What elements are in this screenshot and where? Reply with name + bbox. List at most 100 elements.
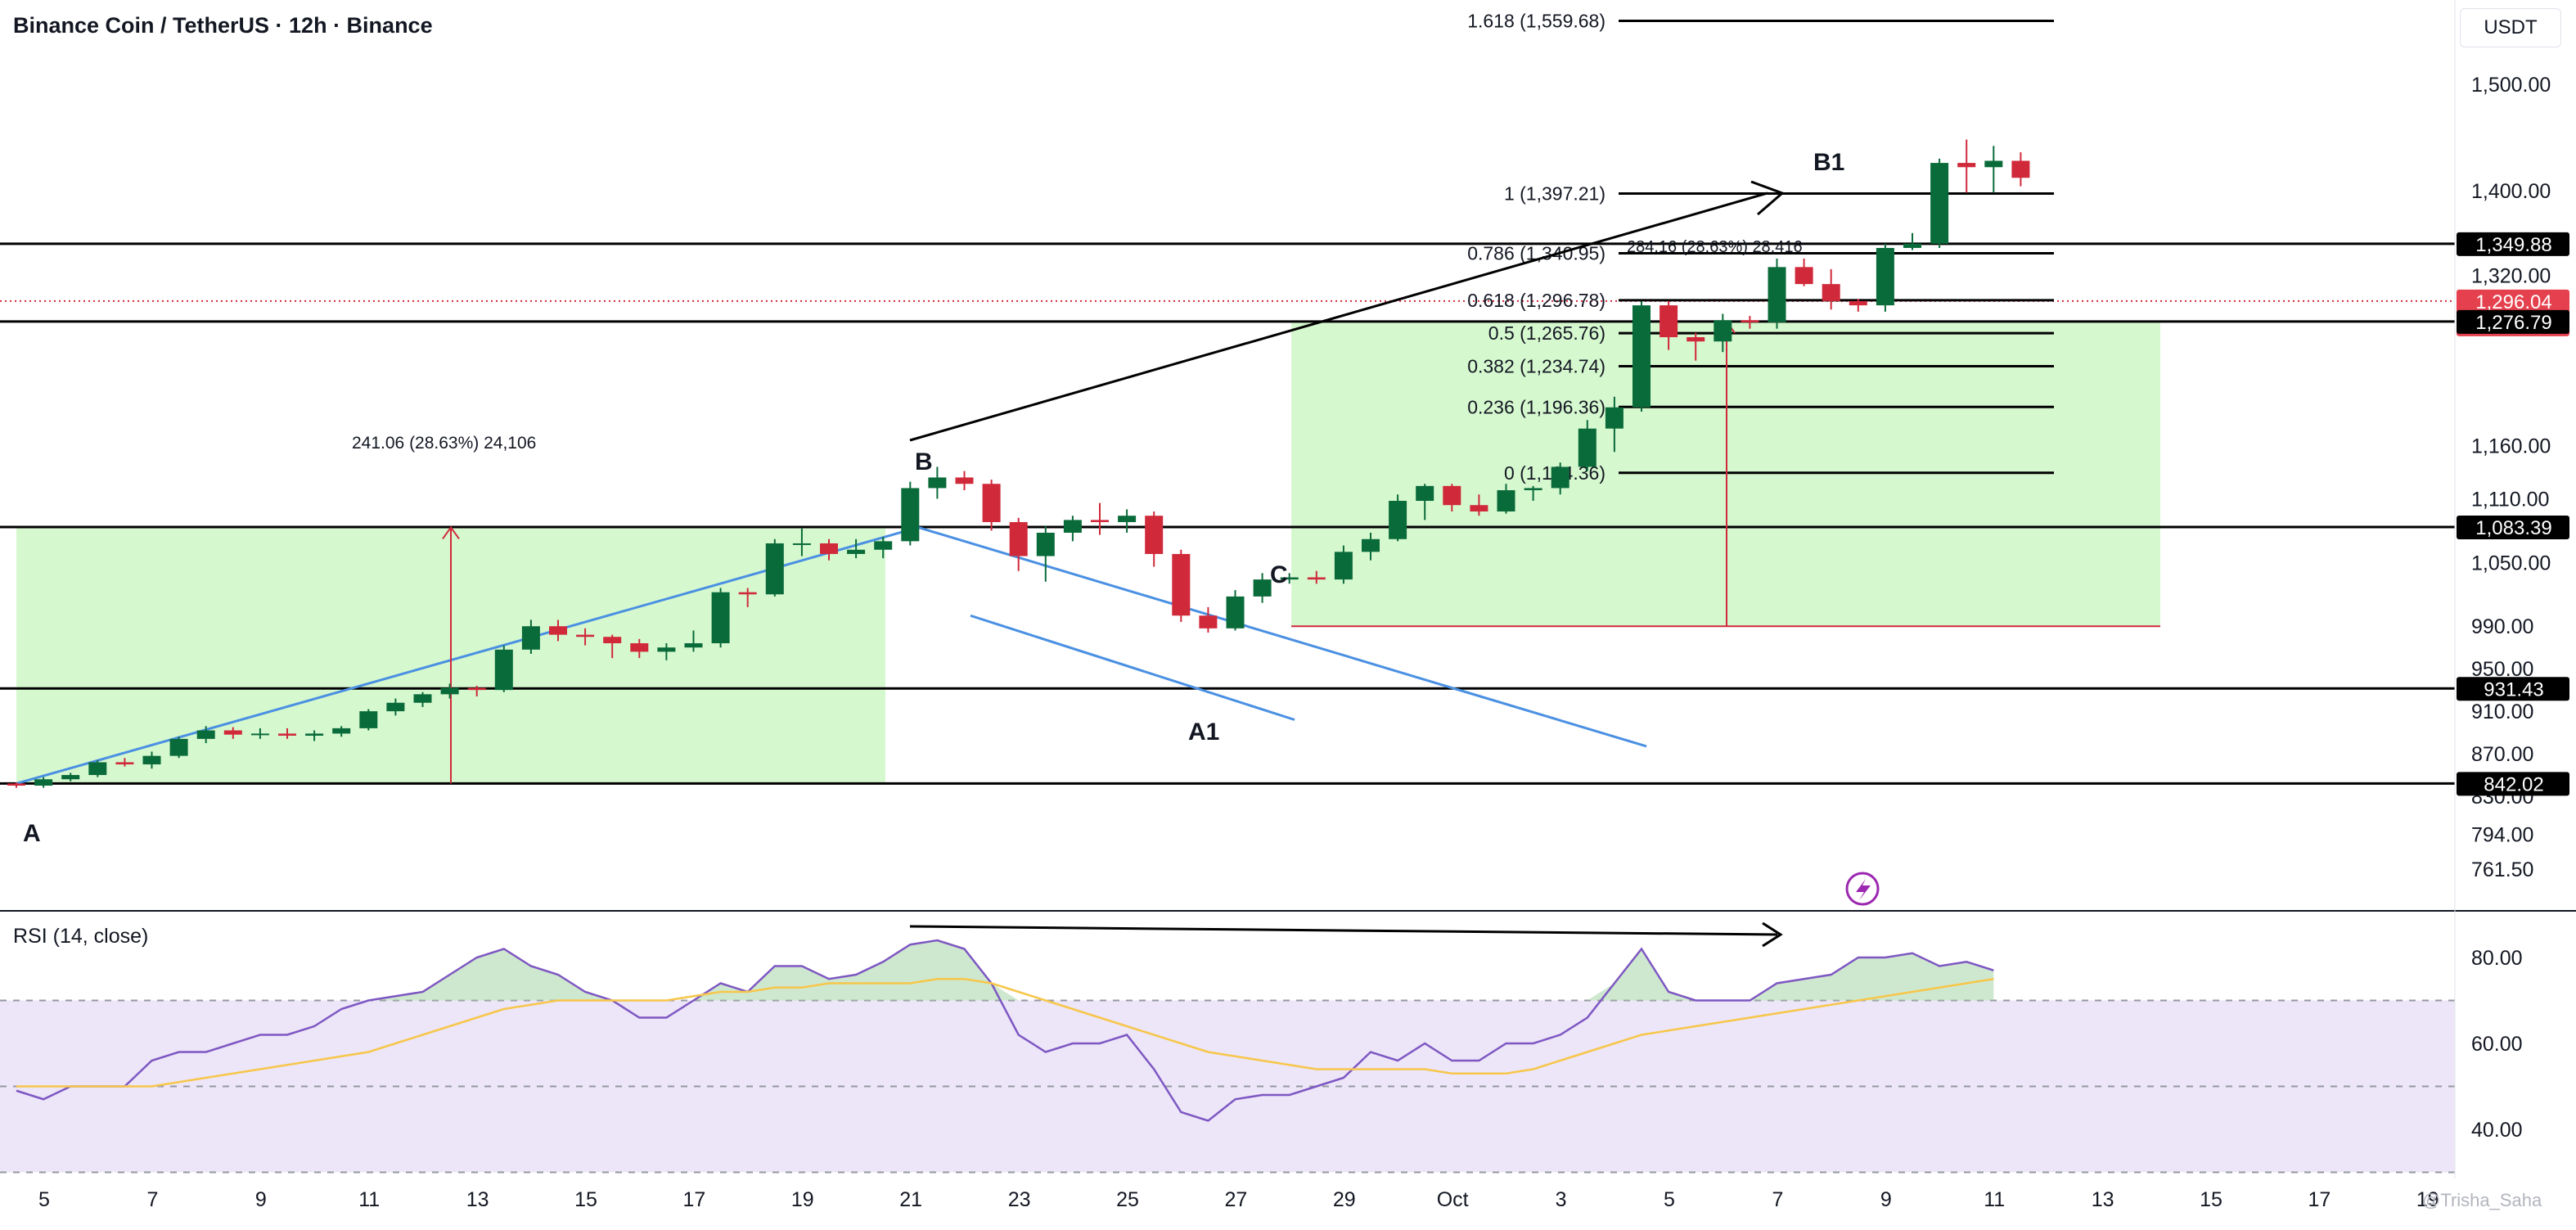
candle-body-46 xyxy=(1253,579,1272,597)
candle-body-31 xyxy=(847,549,866,554)
point-label-c: C xyxy=(1270,561,1288,588)
candle-body-27 xyxy=(738,592,757,595)
candle-body-2 xyxy=(61,775,80,780)
candle-body-66 xyxy=(1795,267,1813,285)
candle-body-54 xyxy=(1470,505,1488,511)
price-tick-1: 1,400.00 xyxy=(2471,180,2551,203)
time-tick-0: 5 xyxy=(38,1188,50,1211)
price-tick-0: 1,500.00 xyxy=(2471,74,2551,97)
candle-body-1 xyxy=(34,779,53,786)
candle-body-60 xyxy=(1633,305,1651,408)
time-tick-17: 9 xyxy=(1880,1188,1892,1211)
candle-body-22 xyxy=(603,637,622,644)
price-tag-label-5: 931.43 xyxy=(2484,678,2543,701)
candle-body-59 xyxy=(1605,407,1624,429)
price-tick-12: 761.50 xyxy=(2471,858,2533,881)
candle-body-11 xyxy=(305,733,324,736)
candle-body-56 xyxy=(1524,488,1542,491)
candle-body-21 xyxy=(576,634,595,638)
candle-body-9 xyxy=(250,733,269,736)
divergence-arrow-line xyxy=(909,925,1778,936)
candle-body-3 xyxy=(88,762,107,776)
price-tag-3 xyxy=(2457,309,2569,334)
candle-body-55 xyxy=(1497,490,1515,511)
rsi-series-0 xyxy=(16,939,1994,1122)
fib-label-1: 1 (1,397.21) xyxy=(1504,182,1605,204)
rsi-series-1 xyxy=(16,978,1994,1088)
price-tick-9: 870.00 xyxy=(2471,743,2533,766)
point-label-a: A xyxy=(23,820,41,847)
candle-body-74 xyxy=(2011,160,2030,178)
price-tick-2: 1,320.00 xyxy=(2471,265,2551,288)
rsi-tick-0: 80.00 xyxy=(2471,947,2523,970)
fib-label-3: 0.618 (1,296.78) xyxy=(1467,290,1605,311)
channel-upper-line xyxy=(917,526,1647,748)
time-tick-5: 15 xyxy=(574,1188,597,1211)
time-tick-4: 13 xyxy=(466,1188,489,1211)
candle-body-52 xyxy=(1416,485,1434,502)
rsi-overbought-fill xyxy=(16,940,1994,1001)
candle-body-43 xyxy=(1172,553,1191,616)
lightning-icon xyxy=(1845,872,1880,906)
candle-body-63 xyxy=(1714,320,1732,342)
candle-body-67 xyxy=(1822,284,1840,301)
price-tick-5: 1,050.00 xyxy=(2471,552,2551,574)
candle-body-50 xyxy=(1362,538,1380,552)
candle-body-4 xyxy=(115,762,134,765)
candle-body-61 xyxy=(1660,305,1678,338)
fib-label-6: 0.236 (1,196.36) xyxy=(1467,396,1605,417)
measure-label-2: 284.16 (28.63%) 28,416 xyxy=(1627,238,1803,256)
candle-body-26 xyxy=(711,592,730,644)
candle-body-20 xyxy=(549,626,567,635)
candle-body-47 xyxy=(1280,577,1299,580)
rsi-title: RSI (14, close) xyxy=(13,925,148,948)
candle-body-24 xyxy=(657,647,676,652)
measure-arrowhead-1 xyxy=(442,525,460,540)
rsi-tick-2: 40.00 xyxy=(2471,1119,2523,1142)
candle-body-40 xyxy=(1091,520,1109,522)
candle-body-44 xyxy=(1199,615,1218,629)
candle-body-45 xyxy=(1226,596,1245,629)
candle-body-72 xyxy=(1957,163,1976,168)
price-tag-label-6: 842.02 xyxy=(2484,773,2543,795)
price-tick-3: 1,160.00 xyxy=(2471,435,2551,457)
candle-body-23 xyxy=(630,643,649,652)
rsi-tick-1: 60.00 xyxy=(2471,1033,2523,1056)
lightning-icon-glyph xyxy=(1856,879,1871,900)
divergence-arrowhead xyxy=(1762,921,1783,948)
candle-body-39 xyxy=(1063,520,1082,533)
price-tag-0 xyxy=(2457,232,2569,256)
point-label-b: B xyxy=(915,448,933,475)
candle-body-29 xyxy=(792,543,811,545)
candle-body-28 xyxy=(765,543,784,595)
candle-body-16 xyxy=(440,687,459,695)
candle-body-58 xyxy=(1578,428,1596,467)
candle-body-8 xyxy=(223,730,242,735)
price-tag-label-1: 1,296.04 xyxy=(2475,291,2551,313)
candle-body-42 xyxy=(1145,516,1164,554)
candle-body-6 xyxy=(169,738,188,756)
candle-body-69 xyxy=(1876,247,1894,306)
time-tick-10: 25 xyxy=(1116,1188,1139,1211)
time-tick-15: 5 xyxy=(1664,1188,1675,1211)
candle-body-41 xyxy=(1118,516,1137,522)
currency-selector[interactable]: USDT xyxy=(2460,8,2561,47)
candle-body-48 xyxy=(1307,577,1326,580)
candle-body-34 xyxy=(928,477,947,489)
fib-label-0: 1.618 (1,559.68) xyxy=(1467,11,1605,32)
candle-body-35 xyxy=(955,477,974,484)
fib-label-5: 0.382 (1,234.74) xyxy=(1467,355,1605,376)
candle-body-68 xyxy=(1849,300,1867,306)
time-tick-7: 19 xyxy=(791,1188,814,1211)
candle-body-19 xyxy=(521,626,540,650)
candle-body-0 xyxy=(7,783,25,786)
candle-body-17 xyxy=(467,687,486,691)
time-tick-9: 23 xyxy=(1008,1188,1031,1211)
time-tick-6: 17 xyxy=(682,1188,705,1211)
price-tag-5 xyxy=(2457,677,2569,701)
point-label-a1: A1 xyxy=(1188,719,1219,746)
projection-arrow-line xyxy=(909,191,1768,442)
candle-body-25 xyxy=(684,643,703,648)
